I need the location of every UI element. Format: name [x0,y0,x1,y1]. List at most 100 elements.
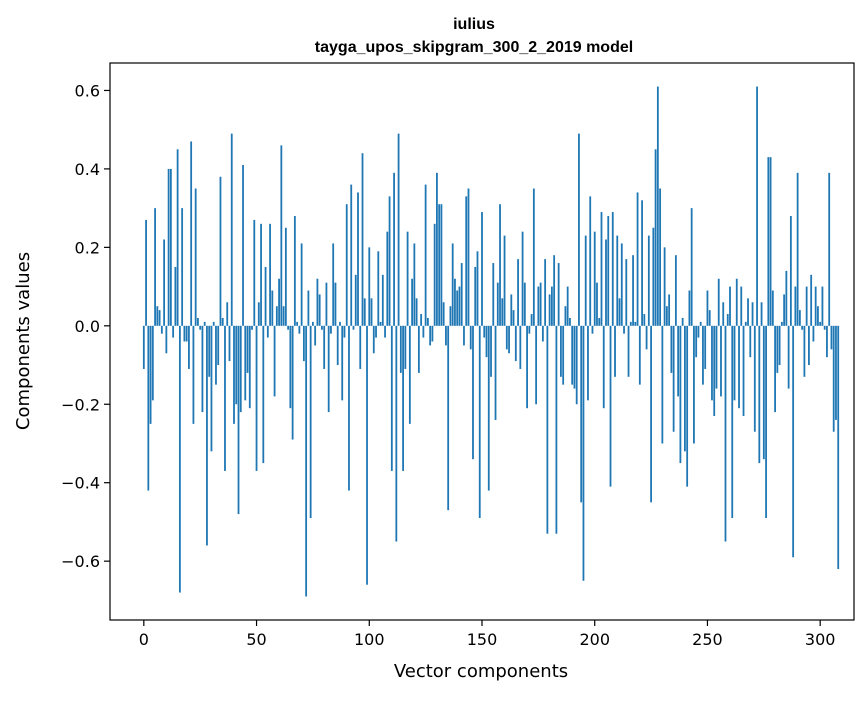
bar [345,204,348,326]
bar [600,212,603,326]
bar [393,172,395,326]
bar [618,298,621,326]
bar [569,317,571,326]
bar [287,325,290,330]
bar [638,325,641,385]
bar [708,310,711,326]
bar [327,325,330,413]
bar [801,325,804,330]
bar [550,286,553,326]
bar [244,325,247,401]
bar [787,325,790,389]
bar [386,231,389,326]
bar [354,274,357,326]
bar [169,168,172,326]
bar [199,325,202,330]
y-tick-label: 0.2 [75,238,100,257]
bar [553,255,556,326]
bar [156,306,159,326]
bar [661,325,664,444]
bar [237,325,240,515]
bar [821,286,824,326]
bar [837,325,840,570]
bar [341,325,344,401]
y-tick-label: 0.0 [75,317,100,336]
bar [260,223,262,326]
chart-title-name: iulius [453,16,495,33]
bar [499,204,501,326]
bar [697,325,700,338]
bar [192,325,195,424]
bar [753,325,756,432]
bar [796,172,799,326]
bar [336,325,339,366]
bar [251,325,253,330]
bar [316,278,319,326]
bar [239,325,242,413]
x-tick-label: 150 [467,630,498,649]
bar [411,278,414,326]
bar [321,325,323,330]
bar [517,259,519,326]
bar [780,321,783,326]
bar [339,321,341,326]
bar [375,325,377,338]
bar [832,325,835,432]
bar [359,325,362,369]
bar [789,215,792,326]
bar [602,325,605,409]
bar [726,314,729,326]
bar [596,282,598,326]
bar [519,325,522,369]
bar [711,325,713,401]
bar [747,298,749,326]
bar [819,321,822,326]
bar [548,294,551,326]
bar [535,325,538,405]
bar [447,325,450,511]
bar [650,325,652,503]
bar [812,325,815,342]
bar [230,133,233,326]
bar [212,321,215,326]
bar [318,294,321,326]
bar [312,321,314,326]
bar [330,325,332,334]
bar [183,325,186,342]
bar [361,153,364,326]
bar [620,243,623,326]
bar [178,325,181,593]
bar [436,172,438,326]
y-axis-label: Components values [13,252,34,430]
bar [438,204,441,326]
bar [555,325,558,534]
bar [503,235,506,326]
bar [372,325,375,354]
bar [167,168,170,326]
x-tick-label: 200 [579,630,610,649]
bar [582,325,585,581]
bar [233,325,235,424]
bar [474,266,477,326]
bar [735,278,738,326]
bar [197,317,199,326]
bar [681,317,684,326]
bar [469,325,472,350]
bar [605,239,607,326]
bar [580,325,583,503]
bar [352,325,355,330]
bar [350,184,353,326]
bar [614,325,616,377]
bar [587,325,589,401]
bar [557,263,560,326]
bar [817,306,819,326]
bar [217,325,220,366]
bar [778,325,781,366]
x-axis-label: Vector components [394,661,568,682]
bar [510,294,513,326]
bar [805,286,808,326]
bar [598,317,601,326]
bar [201,325,204,413]
bar [762,325,765,460]
bar [302,325,305,362]
